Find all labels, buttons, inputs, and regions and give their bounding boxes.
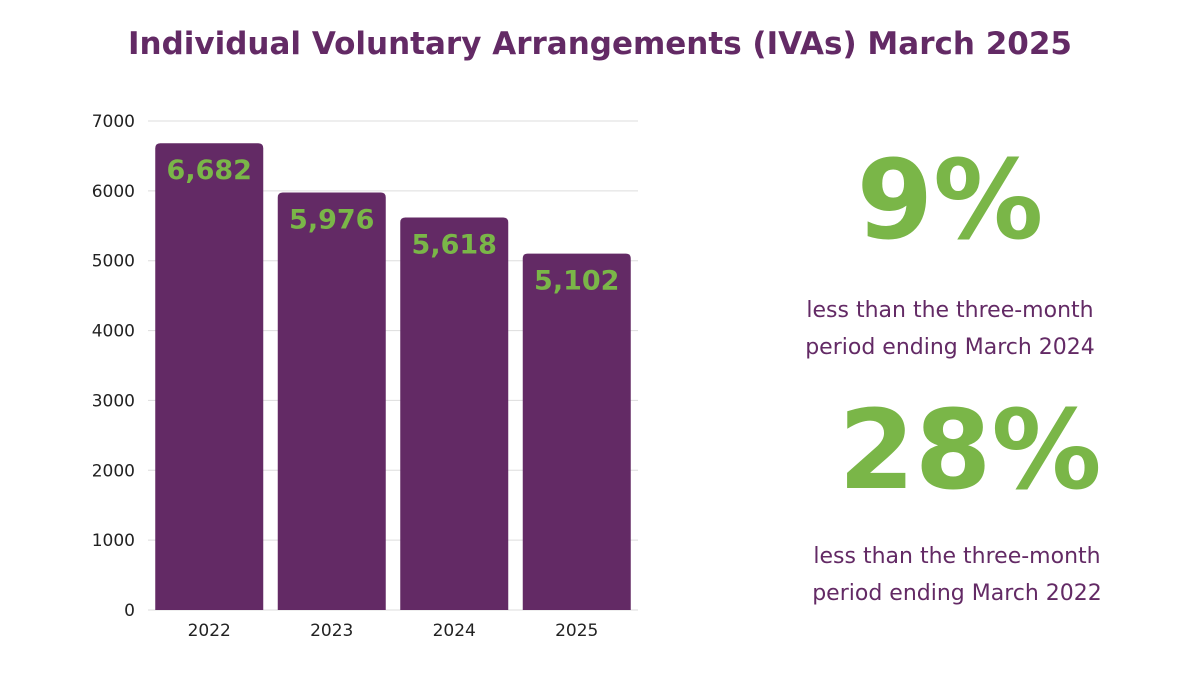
bar-2024 (400, 217, 509, 610)
y-tick-label: 1000 (92, 531, 135, 551)
bar-2023 (277, 192, 386, 611)
y-tick-label: 2000 (92, 461, 135, 481)
stat-value-2: 28% (838, 386, 1102, 514)
stat-description-2-line-1: less than the three-month (813, 544, 1101, 569)
y-tick-label: 5000 (92, 252, 135, 272)
y-tick-label: 7000 (92, 112, 135, 132)
data-label-2025: 5,102 (534, 266, 619, 297)
stat-description-1-line-2: period ending March 2024 (805, 335, 1095, 360)
bar-2025 (522, 253, 631, 610)
y-tick-label: 0 (124, 601, 135, 621)
x-tick-label: 2025 (555, 621, 598, 641)
x-tick-label: 2022 (188, 621, 231, 641)
data-label-2024: 5,618 (412, 230, 497, 261)
stat-description-1: less than the three-month period ending … (760, 292, 1140, 366)
stat-description-1-line-1: less than the three-month (806, 298, 1094, 323)
chart-title: Individual Voluntary Arrangements (IVAs)… (127, 26, 1073, 62)
bars (155, 143, 631, 611)
bar-chart: 0 1000 2000 3000 4000 5000 6000 7000 6,682 5,976… (92, 112, 638, 641)
y-tick-label: 3000 (92, 391, 135, 411)
stat-description-2: less than the three-month period ending … (767, 538, 1147, 612)
y-tick-label: 4000 (92, 322, 135, 342)
data-label-2023: 5,976 (289, 205, 374, 236)
x-axis-ticks: 2022 2023 2024 2025 (188, 621, 599, 641)
y-axis-ticks: 0 1000 2000 3000 4000 5000 6000 7000 (92, 112, 135, 621)
x-tick-label: 2023 (310, 621, 353, 641)
stat-description-2-line-2: period ending March 2022 (812, 581, 1102, 606)
stat-value-1: 9% (856, 136, 1044, 264)
y-tick-label: 6000 (92, 182, 135, 202)
x-tick-label: 2024 (433, 621, 476, 641)
bar-2022 (155, 143, 264, 610)
data-label-2022: 6,682 (167, 155, 252, 186)
data-labels: 6,682 5,976 5,618 5,102 (167, 155, 620, 296)
